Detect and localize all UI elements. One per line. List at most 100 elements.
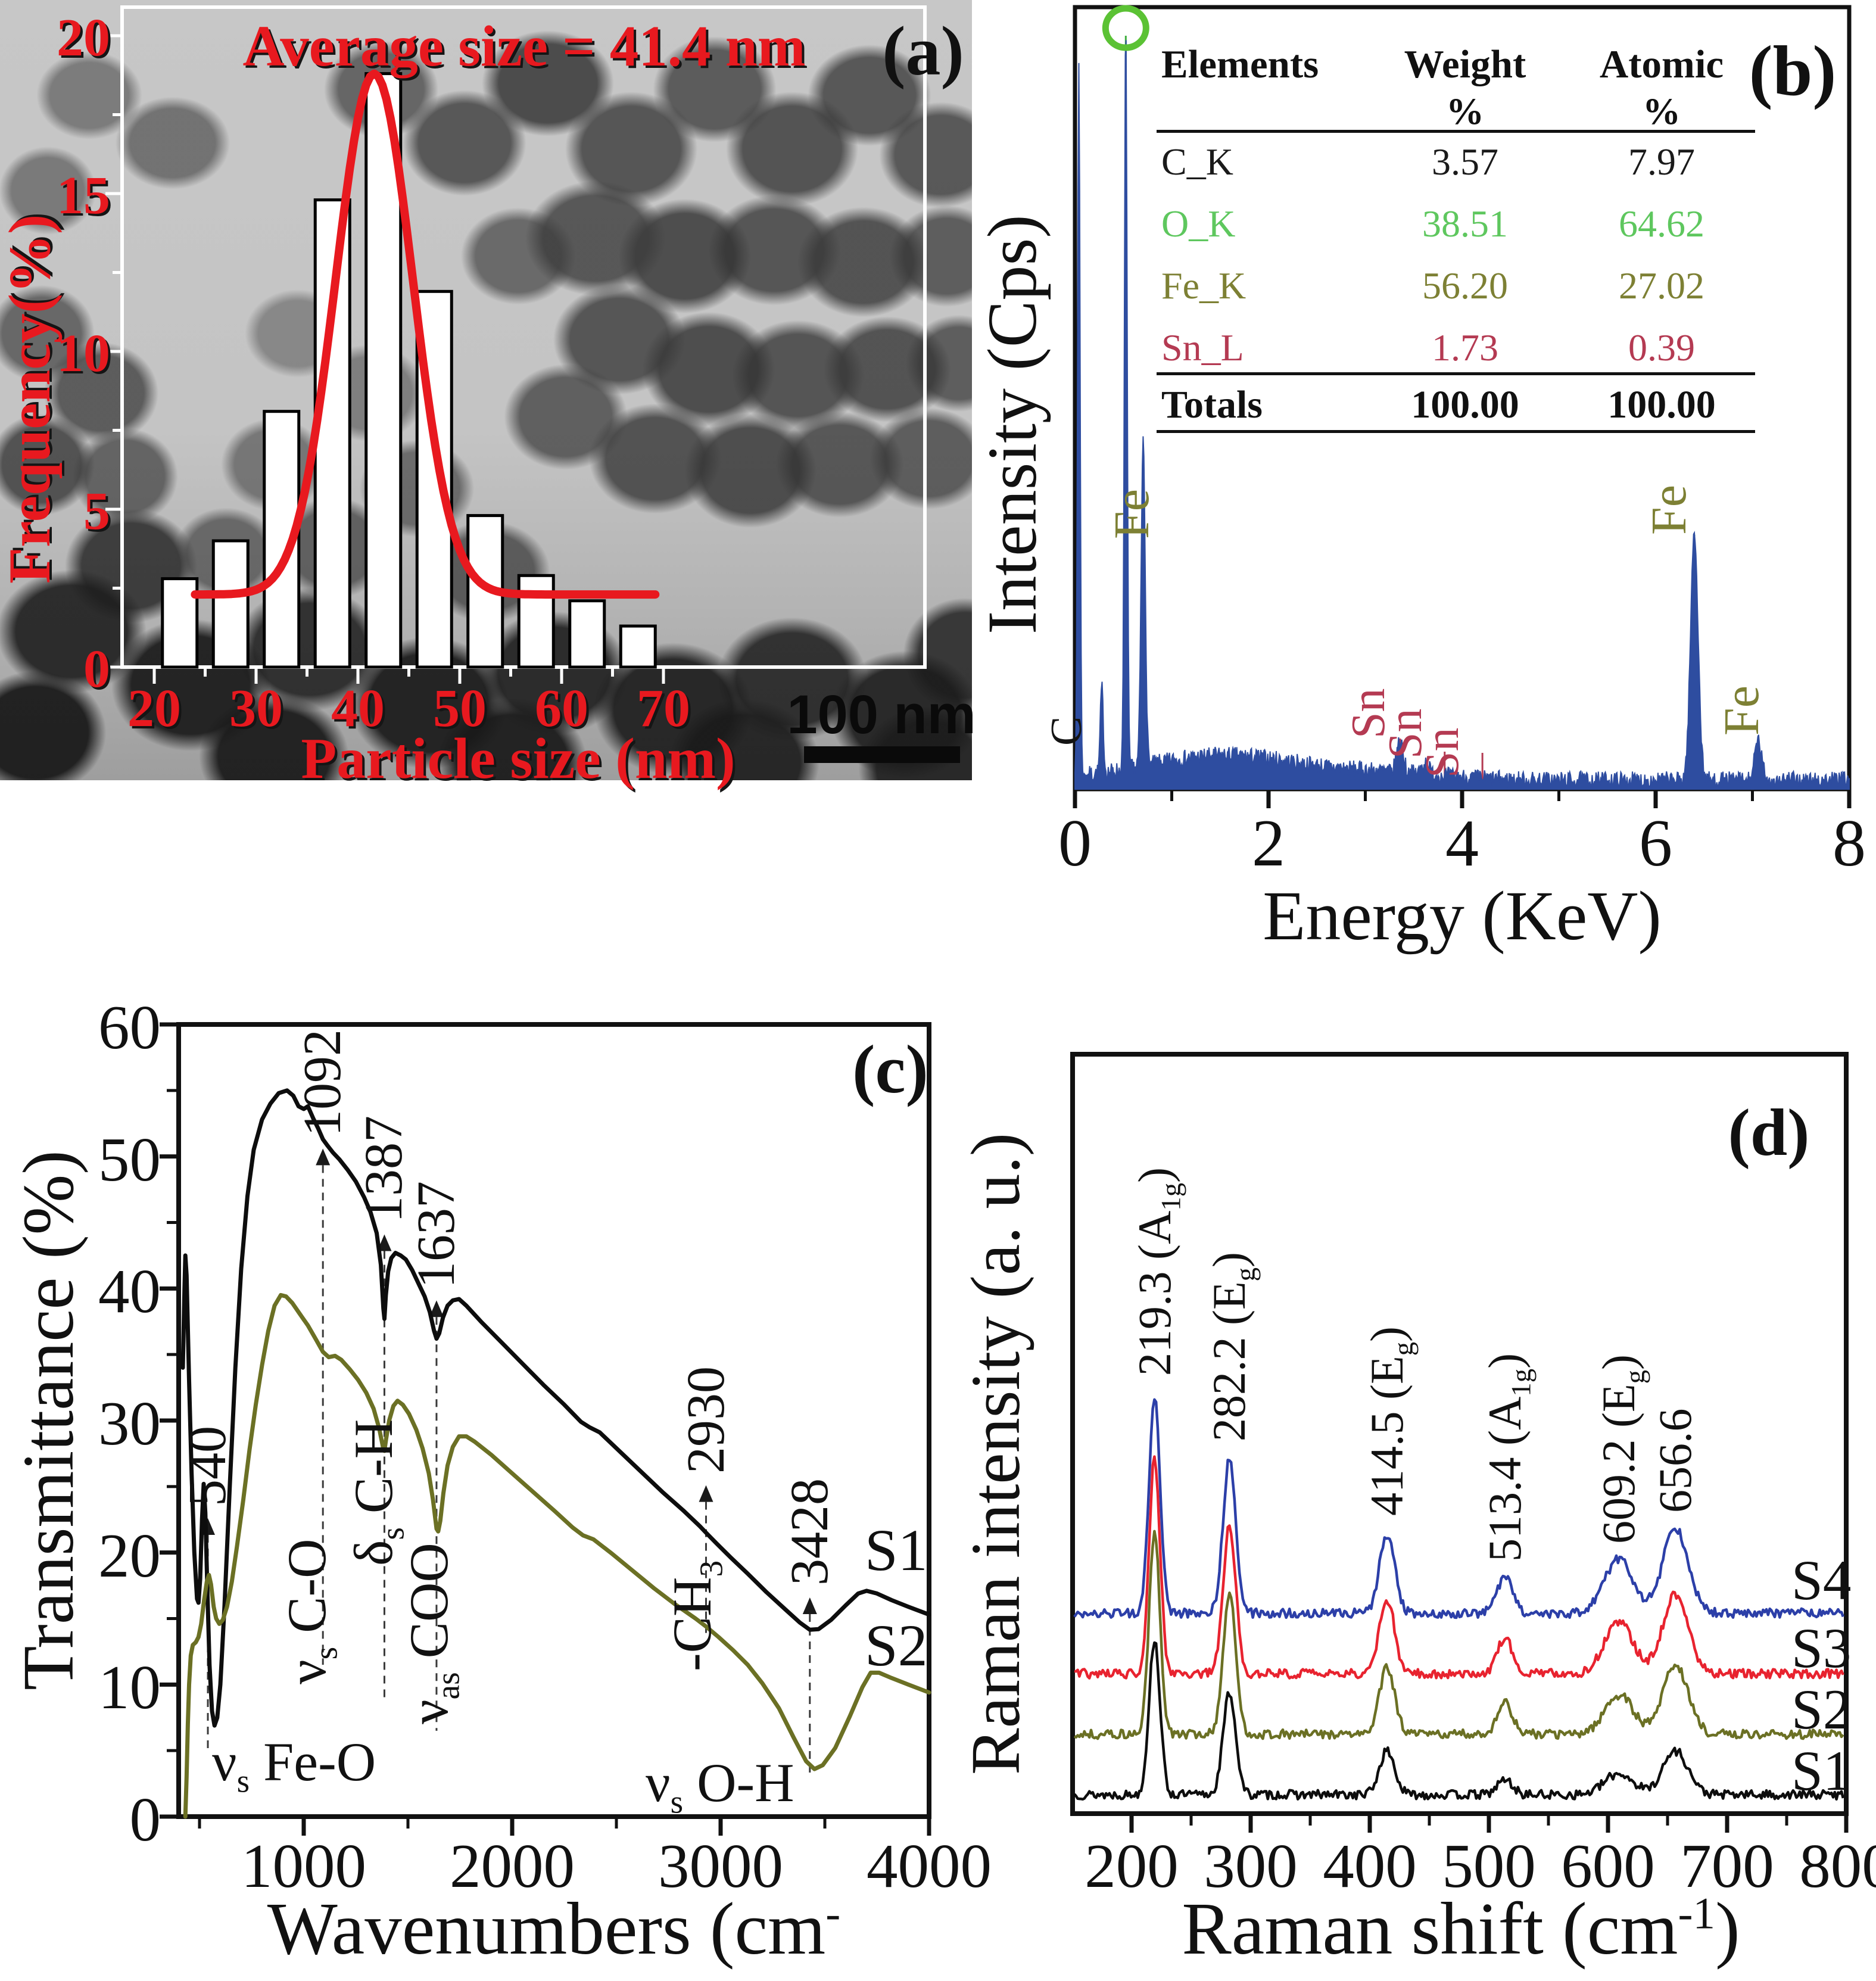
edx-row-weight: 38.51 [1422, 203, 1508, 245]
raman-x-tick-label: 600 [1561, 1831, 1655, 1901]
ftir-band-wavenumber-label: 540 [178, 1426, 237, 1507]
oxygen-peak-circle-marker [1102, 5, 1149, 51]
raman-peak-label: 282.2 (Eg) [1203, 1251, 1261, 1441]
ftir-band-wavenumber-label: 2930 [676, 1366, 736, 1474]
sub: g [1388, 1341, 1419, 1356]
raman-peak-label: 513.4 (A1g) [1478, 1353, 1537, 1562]
edx-x-tick-label: 2 [1252, 806, 1285, 880]
edx-table-rule-mid [1157, 372, 1755, 375]
histogram-inset-plot [105, 5, 927, 684]
edx-table-rule-bottom [1157, 430, 1755, 433]
raman-frame [1070, 1052, 1849, 1816]
histogram-bar [619, 624, 657, 669]
edx-spectrum [1074, 40, 1850, 790]
edx-row-element: Fe_K [1161, 264, 1246, 307]
sub: 1g [1506, 1368, 1537, 1397]
raman-series-label: S1 [1791, 1739, 1852, 1802]
sub: 1g [1155, 1182, 1187, 1211]
ftir-y-tick-label: 0 [129, 1784, 161, 1854]
ftir-curve-S1 [180, 1088, 931, 1728]
raman-peak-label: 656.6 [1649, 1408, 1702, 1513]
raman-curve-S2 [1073, 1530, 1844, 1740]
histogram-y-tick-label: 10 [57, 324, 110, 383]
sup: -1 [530, 1889, 841, 1981]
histogram-x-tick-label: 40 [331, 679, 385, 738]
ftir-curve-S2 [183, 1292, 931, 1819]
histogram-y-tick-label: 5 [83, 482, 110, 541]
histogram-bar [364, 72, 403, 669]
ftir-y-tick-label: 10 [98, 1652, 161, 1723]
histogram-bar [568, 599, 606, 669]
panel-c-letter: (c) [852, 1032, 928, 1107]
ftir-band-wavenumber-label: 3428 [780, 1478, 839, 1586]
raman-curve-S4 [1073, 1398, 1844, 1619]
edx-totals-atomic: 100.00 [1607, 383, 1716, 426]
histogram-x-tick-label: 30 [229, 679, 283, 738]
histogram-x-tick-label: 70 [637, 679, 690, 738]
ftir-y-tick-label: 20 [98, 1520, 161, 1590]
ftir-assignment-label: νs C-O [276, 1538, 344, 1685]
edx-table-rule-top [1157, 130, 1755, 133]
histogram-title: Average size = 41.4 nm [242, 14, 806, 78]
histogram-bar [211, 539, 250, 669]
ftir-band-arrowhead [429, 1300, 444, 1317]
edx-table-header-weight-pct: % [1446, 90, 1484, 132]
panel-a-letter: (a) [882, 12, 964, 90]
ftir-x-tick-label: 2000 [450, 1831, 575, 1901]
raman-peak-label: 414.5 (Eg) [1361, 1326, 1419, 1516]
ftir-band-wavenumber-label: 1092 [293, 1029, 353, 1137]
panel-b-edx: Intensity (Cps) Energy (KeV) (b) Element… [0, 0, 1876, 955]
raman-x-tick-label: 200 [1085, 1831, 1179, 1901]
ftir-series-label: S1 [865, 1517, 928, 1583]
sub: s [307, 1647, 344, 1660]
histogram-x-tick-label: 60 [535, 679, 588, 738]
ftir-band-arrowhead [316, 1148, 331, 1166]
sub: g [1230, 1267, 1261, 1282]
edx-table-header-atomic-pct: % [1643, 90, 1681, 132]
raman-peak-label: 219.3 (A1g) [1128, 1167, 1187, 1376]
edx-spectrum-plot [1073, 5, 1852, 808]
ftir-y-tick-label: 40 [98, 1256, 161, 1326]
ftir-y-tick-label: 30 [98, 1388, 161, 1458]
histogram-x-tick-label: 50 [433, 679, 487, 738]
raman-x-tick-label: 400 [1323, 1831, 1417, 1901]
raman-y-axis-label: Raman intensity (a. u.) [956, 1132, 1034, 1775]
ftir-x-tick-label: 4000 [867, 1831, 992, 1901]
ftir-band-arrowhead [699, 1485, 713, 1502]
edx-totals-label: Totals [1161, 383, 1263, 426]
sub: s [236, 1762, 250, 1799]
histogram-fit-curve [191, 69, 660, 599]
scale-bar [804, 746, 960, 763]
raman-series-label: S2 [1791, 1678, 1852, 1741]
raman-series-label: S4 [1791, 1549, 1852, 1612]
ftir-band-wavenumber-label: 1637 [406, 1181, 466, 1289]
raman-curve-S3 [1074, 1455, 1844, 1680]
ftir-x-axis-label: Wavenumbers (cm-1) [256, 1887, 852, 1981]
ftir-assignment-label: δs C-H [343, 1419, 411, 1566]
ftir-assignment-label: νas COO [398, 1542, 466, 1724]
sup: -1 [1678, 1889, 1715, 1939]
ftir-y-tick-label: 50 [98, 1124, 161, 1194]
edx-row-element: O_K [1161, 203, 1236, 245]
raman-plot [1070, 1052, 1849, 1833]
edx-row-atomic: 0.39 [1628, 326, 1695, 369]
ftir-assignment-label: νs O-H [646, 1752, 794, 1820]
sub: g [1619, 1369, 1651, 1384]
histogram-y-tick-label: 20 [57, 8, 110, 67]
edx-row-weight: 3.57 [1432, 141, 1498, 183]
edx-x-axis-label: Energy (KeV) [1263, 877, 1662, 955]
panel-d-raman: Raman intensity (a. u.) Raman shift (cm-… [953, 0, 1876, 1981]
ftir-band-wavenumber-label: 1387 [354, 1115, 414, 1223]
scale-bar-label: 100 nm [787, 684, 976, 745]
raman-x-axis-label: Raman shift (cm-1) [1182, 1888, 1740, 1970]
panel-a-tem: Average size = 41.4 nm Frequency(%) Part… [0, 0, 976, 791]
edx-row-atomic: 64.62 [1619, 203, 1704, 245]
panel-d-letter: (d) [1728, 1096, 1810, 1170]
sub: s [374, 1527, 411, 1540]
ftir-assignment-label: νs Fe-O [212, 1731, 376, 1799]
edx-totals-weight: 100.00 [1411, 383, 1519, 426]
edx-table-header-weight: Weight [1404, 42, 1526, 86]
edx-row-atomic: 27.02 [1619, 264, 1704, 307]
ftir-band-arrowhead [802, 1597, 817, 1615]
